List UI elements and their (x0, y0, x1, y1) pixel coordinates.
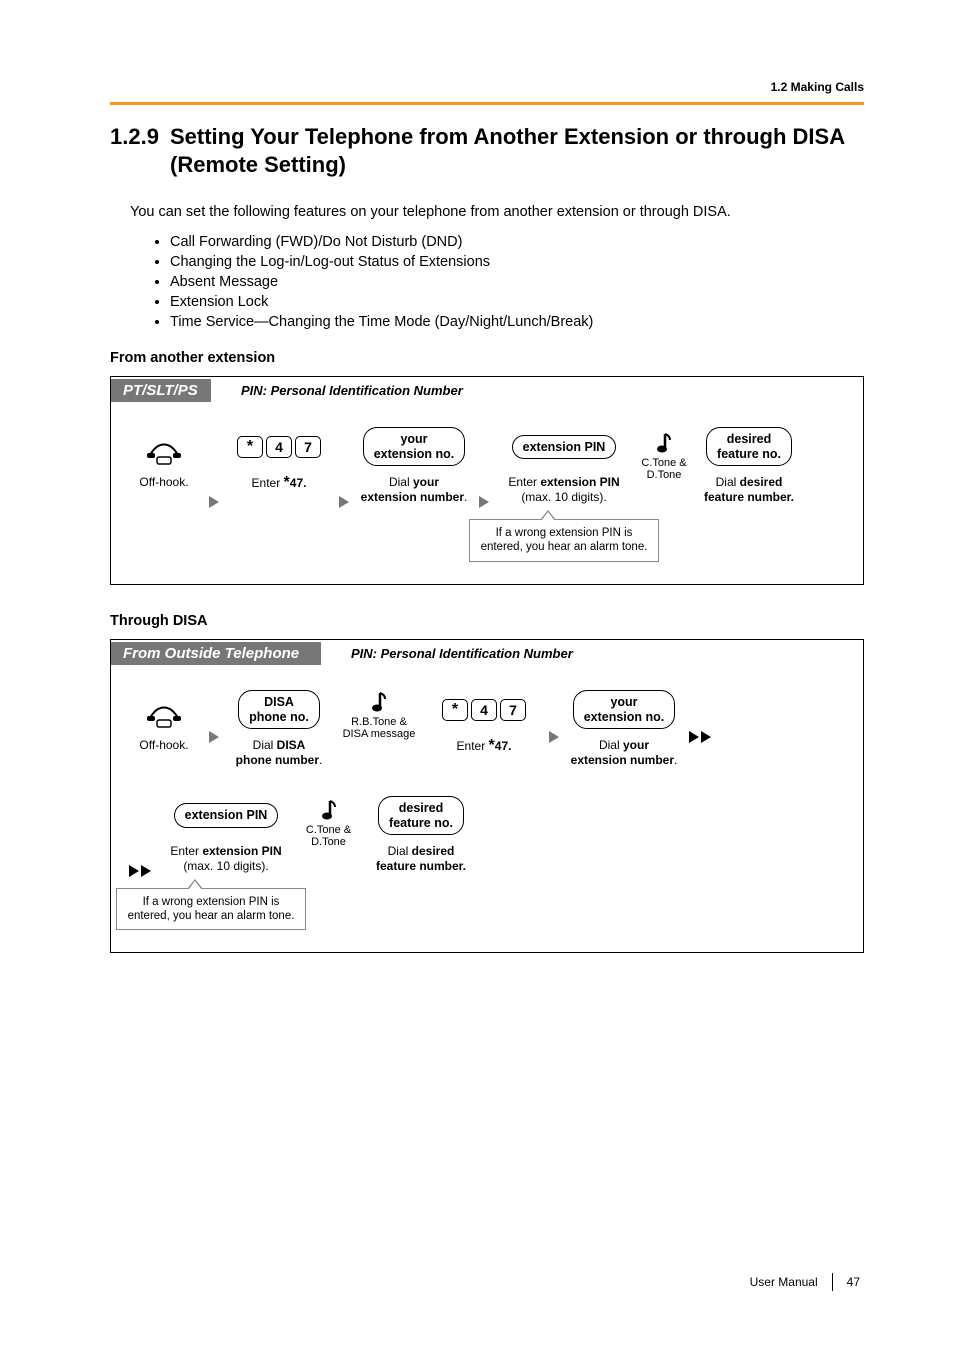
header-rule (110, 102, 864, 105)
tone-icon (318, 798, 340, 824)
key-7: 7 (295, 436, 321, 458)
pin-note: PIN: Personal Identification Number (241, 383, 463, 398)
step-label: Dial yourextension number. (361, 475, 468, 505)
footer-page-number: 47 (847, 1275, 860, 1289)
tone-label: C.Tone & D.Tone (639, 457, 689, 481)
tone-icon (368, 690, 390, 716)
arrow-icon (479, 496, 489, 508)
step-label: Dial yourextension number. (571, 738, 678, 768)
pill-disa-phone: DISAphone no. (238, 690, 320, 729)
pin-note: PIN: Personal Identification Number (351, 646, 573, 661)
section-title: 1.2.9 Setting Your Telephone from Anothe… (110, 123, 864, 178)
key-4: 4 (266, 436, 292, 458)
diagram-tab: From Outside Telephone (111, 642, 321, 665)
feature-list: Call Forwarding (FWD)/Do Not Disturb (DN… (170, 234, 864, 330)
step-label: Off-hook. (139, 738, 188, 753)
continue-icon (129, 865, 151, 877)
key-7: 7 (500, 699, 526, 721)
intro-text: You can set the following features on yo… (130, 202, 864, 224)
subheading-another-ext: From another extension (110, 350, 864, 366)
step-label: Dial DISAphone number. (236, 738, 323, 768)
tone-label: R.B.Tone & DISA message (339, 716, 419, 740)
diagram-another-extension: PT/SLT/PS PIN: Personal Identification N… (110, 376, 864, 585)
key-star: * (442, 699, 468, 721)
breadcrumb: 1.2 Making Calls (110, 80, 864, 94)
subheading-through-disa: Through DISA (110, 613, 864, 629)
callout-wrong-pin: If a wrong extension PIN is entered, you… (469, 519, 659, 562)
list-item: Extension Lock (170, 294, 864, 310)
step-label: Dial desiredfeature number. (704, 475, 794, 505)
section-number: 1.2.9 (110, 123, 170, 178)
footer-divider (832, 1273, 833, 1291)
diagram-through-disa: From Outside Telephone PIN: Personal Ide… (110, 639, 864, 954)
step-label: Enter extension PIN(max. 10 digits). (508, 475, 619, 505)
key-star: * (237, 436, 263, 458)
arrow-icon (209, 496, 219, 508)
tone-icon (653, 431, 675, 457)
tone-label: C.Tone & D.Tone (301, 824, 356, 848)
list-item: Call Forwarding (FWD)/Do Not Disturb (DN… (170, 234, 864, 250)
step-label: Enter *47. (457, 738, 512, 754)
callout-wrong-pin: If a wrong extension PIN is entered, you… (116, 888, 306, 931)
pill-desired-feature: desiredfeature no. (378, 796, 464, 835)
pill-ext-pin: extension PIN (174, 803, 279, 827)
footer-manual: User Manual (750, 1275, 818, 1289)
pill-ext-pin: extension PIN (512, 435, 617, 459)
step-label: Enter extension PIN(max. 10 digits). (170, 844, 281, 874)
continue-icon (689, 731, 711, 743)
section-title-text: Setting Your Telephone from Another Exte… (170, 123, 864, 178)
list-item: Changing the Log-in/Log-out Status of Ex… (170, 254, 864, 270)
arrow-icon (209, 731, 219, 743)
step-label: Dial desiredfeature number. (376, 844, 466, 874)
diagram-tab: PT/SLT/PS (111, 379, 211, 402)
pill-your-ext: yourextension no. (573, 690, 676, 729)
list-item: Time Service—Changing the Time Mode (Day… (170, 314, 864, 330)
page-footer: User Manual 47 (110, 1273, 864, 1291)
phone-offhook-icon (144, 690, 184, 730)
key-4: 4 (471, 699, 497, 721)
phone-offhook-icon (144, 427, 184, 467)
step-label: Enter *47. (252, 475, 307, 491)
pill-your-ext: yourextension no. (363, 427, 466, 466)
step-label: Off-hook. (139, 475, 188, 490)
pill-desired-feature: desiredfeature no. (706, 427, 792, 466)
arrow-icon (549, 731, 559, 743)
list-item: Absent Message (170, 274, 864, 290)
arrow-icon (339, 496, 349, 508)
